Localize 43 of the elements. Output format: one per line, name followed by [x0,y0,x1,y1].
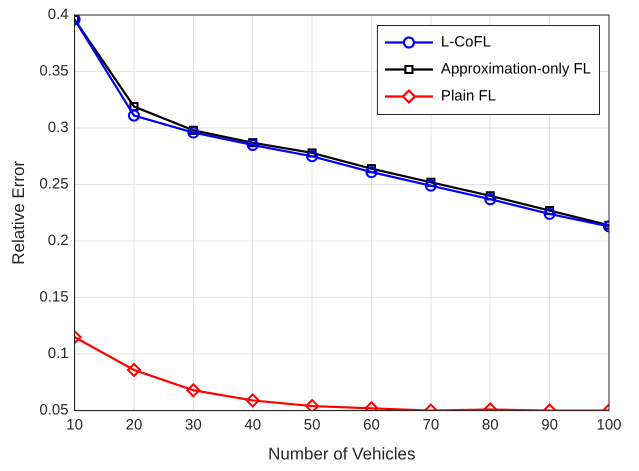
y-axis-title: Relative Error [8,160,28,265]
x-axis-title: Number of Vehicles [268,444,416,464]
point [126,362,141,377]
point [486,191,495,200]
point [545,206,554,216]
y-tick-label: 0.1 [48,345,69,362]
x-tick-label: 90 [541,416,558,434]
point [305,399,320,411]
point [366,164,376,174]
point [544,208,556,220]
x-tick-label: 20 [126,416,142,434]
x-tick-label: 50 [304,416,320,434]
y-tick-label: 0.2 [48,232,69,250]
x-tick-label: 100 [596,416,622,434]
legend-label: Plain FL [440,88,496,105]
point [188,126,198,135]
y-tick-label: 0.15 [39,288,69,306]
point [426,178,436,187]
y-tick-label: 0.4 [48,6,69,24]
point [484,193,496,206]
y-tick-label: 0.05 [39,402,69,419]
point [365,166,378,178]
y-tick-label: 0.35 [39,62,69,80]
point [129,102,139,112]
x-tick-label: 10 [66,416,83,434]
point [424,180,437,192]
point [308,148,317,158]
y-tick-label: 0.3 [48,119,69,136]
x-tick-label: 40 [244,416,262,434]
legend-label: L-CoFL [440,34,491,51]
x-tick-label: 70 [422,416,440,434]
point [128,110,140,122]
legend-label: Approximation-only FL [440,60,592,78]
point [246,393,260,408]
x-tick-label: 30 [185,416,202,434]
point [306,150,318,162]
point [187,126,200,139]
point [246,138,259,151]
x-tick-label: 80 [482,416,499,434]
y-tick-label: 0.25 [39,176,69,193]
point [186,383,200,398]
x-tick-label: 60 [363,416,380,434]
point [248,138,258,148]
